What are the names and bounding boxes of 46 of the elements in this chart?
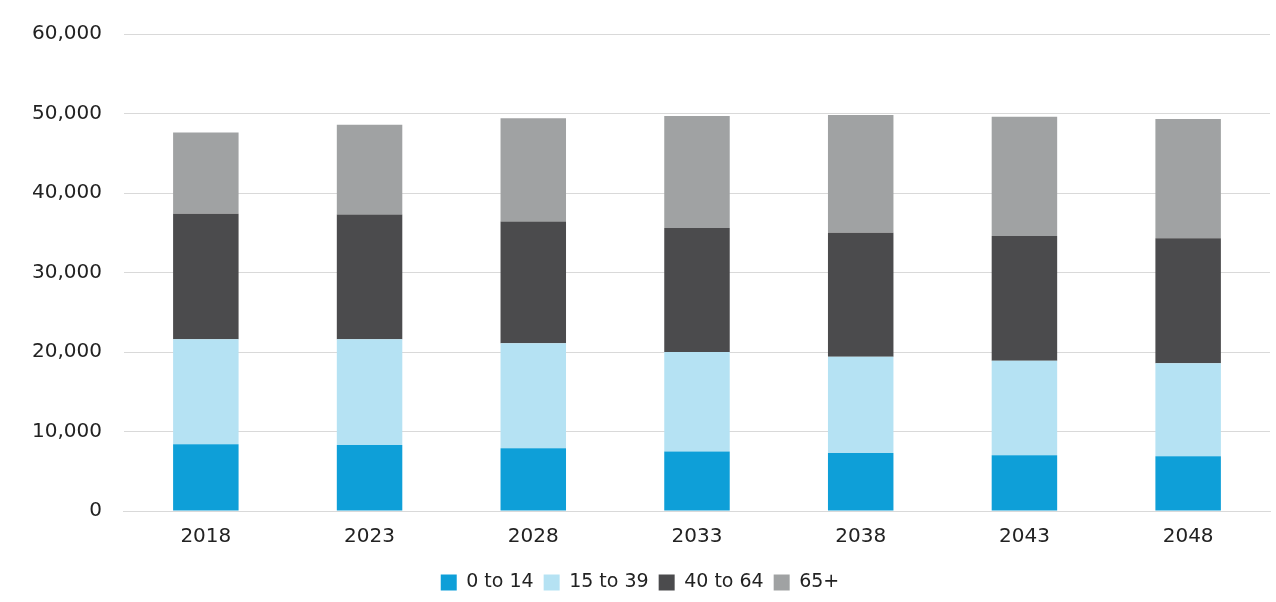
legend-label: 65+ <box>799 569 840 592</box>
bar <box>991 455 1058 511</box>
bar <box>1155 238 1221 364</box>
x-tick-label: 2028 <box>507 523 559 548</box>
x-tick-label: 2048 <box>1162 523 1214 548</box>
bar <box>991 235 1058 361</box>
bar <box>500 343 567 449</box>
y-tick-label: 10,000 <box>32 417 102 442</box>
y-tick-label: 20,000 <box>32 338 102 363</box>
bar <box>173 132 239 214</box>
y-tick-label: 40,000 <box>32 179 102 204</box>
bar <box>336 445 403 511</box>
bar <box>991 360 1058 456</box>
bar <box>991 116 1058 236</box>
x-tick-label: 2043 <box>998 523 1050 548</box>
bar <box>827 356 894 453</box>
x-tick-label: 2018 <box>180 523 232 548</box>
bar <box>1155 456 1221 511</box>
x-tick-label: 2023 <box>344 523 396 548</box>
bar <box>173 213 239 340</box>
y-tick-label: 50,000 <box>32 99 102 124</box>
bar <box>173 444 239 511</box>
bar <box>500 221 567 344</box>
bar <box>500 448 567 511</box>
bar <box>336 124 403 215</box>
bar <box>173 339 239 445</box>
bar <box>827 232 894 357</box>
bar <box>1155 363 1221 457</box>
y-tick-label: 0 <box>89 497 102 522</box>
x-tick-label: 2033 <box>671 523 723 548</box>
bar <box>827 452 894 511</box>
bar <box>336 339 403 446</box>
legend-label: 15 to 39 <box>569 569 649 592</box>
y-tick-label: 30,000 <box>32 258 102 283</box>
x-tick-label: 2038 <box>835 523 887 548</box>
bar <box>664 352 730 452</box>
bar <box>664 451 730 511</box>
bar <box>827 115 894 233</box>
y-tick-label: 60,000 <box>32 20 102 45</box>
bar <box>664 115 730 228</box>
legend-label: 40 to 64 <box>684 569 764 592</box>
bar <box>664 227 730 352</box>
bar <box>1155 119 1221 239</box>
legend-label: 0 to 14 <box>466 569 534 592</box>
bar <box>336 214 403 340</box>
bar <box>500 118 567 222</box>
